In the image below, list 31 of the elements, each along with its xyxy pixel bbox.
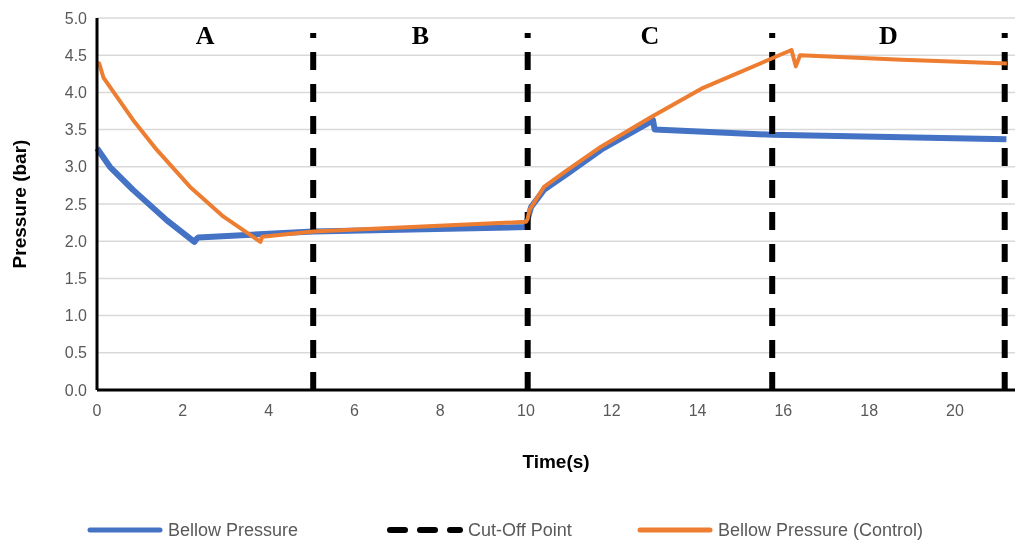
y-tick-label: 1.5 <box>64 270 88 287</box>
y-tick-label: 0.5 <box>64 344 88 362</box>
x-axis-title: Time(s) <box>522 451 590 472</box>
x-tick-label: 20 <box>946 402 964 419</box>
x-tick-label: 8 <box>435 402 445 419</box>
x-tick-label: 6 <box>349 402 359 419</box>
x-tick-label: 14 <box>688 402 707 419</box>
y-tick-label: 0.0 <box>64 381 88 399</box>
y-axis-title: Pressure (bar) <box>9 139 30 269</box>
x-tick-label: 2 <box>178 402 188 419</box>
x-tick-label: 18 <box>860 402 879 419</box>
y-tick-label: 3.0 <box>64 158 88 176</box>
y-tick-label: 2.5 <box>64 195 88 213</box>
annotation: D <box>879 21 898 51</box>
y-tick-label: 1.0 <box>64 307 88 325</box>
y-tick-label: 4.0 <box>64 84 88 101</box>
x-tick-label: 12 <box>602 402 621 419</box>
x-tick-label: 0 <box>92 402 102 419</box>
annotation: A <box>195 21 215 51</box>
legend-label: Cut-Off Point <box>468 520 572 541</box>
x-tick-label: 16 <box>774 402 793 419</box>
legend-label: Bellow Pressure (Control) <box>718 520 924 541</box>
annotation: B <box>411 21 430 51</box>
y-tick-label: 4.5 <box>64 46 88 64</box>
legend-label: Bellow Pressure <box>168 520 299 541</box>
y-tick-label: 2.0 <box>64 232 88 250</box>
x-tick-label: 10 <box>517 402 535 419</box>
x-tick-label: 4 <box>264 402 274 419</box>
y-tick-label: 5.0 <box>64 9 88 27</box>
y-tick-label: 3.5 <box>64 121 88 139</box>
annotation: C <box>640 21 660 51</box>
